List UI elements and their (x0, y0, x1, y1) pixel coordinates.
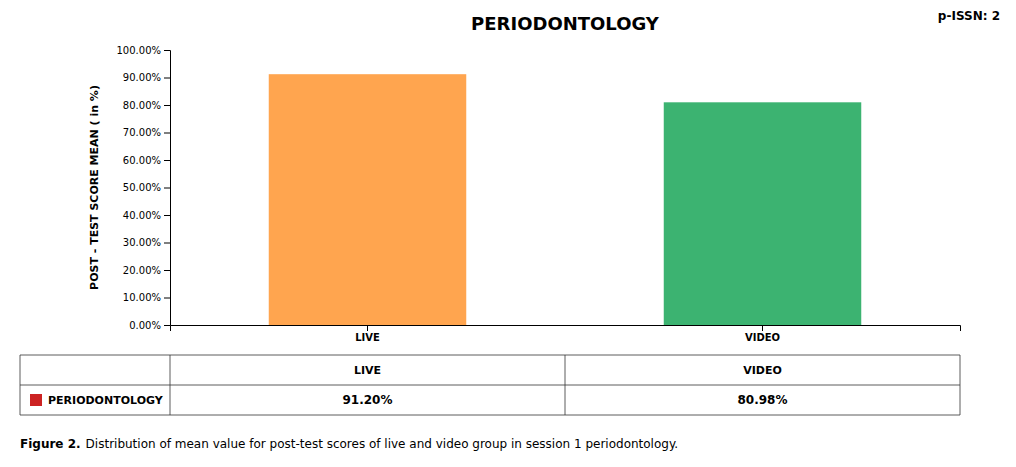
x-tick-mark (367, 325, 368, 331)
chart: 0.00% 10.00% 20.00% 30.00% 40.00% 50.00% 60.00… (0, 0, 1016, 467)
x-axis: LIVE VIDEO (171, 325, 961, 343)
x-tick-mark (762, 325, 763, 331)
y-tick: 10.00% (123, 292, 170, 303)
y-tick: 70.00% (123, 127, 170, 138)
y-tick: 60.00% (123, 155, 170, 166)
y-tick-label: 60.00% (123, 155, 161, 166)
y-tick-label: 30.00% (123, 237, 161, 248)
y-tick-label: 20.00% (123, 265, 161, 276)
table-value: 80.98% (738, 393, 788, 407)
legend-label: PERIODONTOLOGY (48, 394, 164, 407)
table-line (20, 355, 960, 356)
y-tick-mark (164, 270, 170, 271)
x-tick: LIVE (355, 325, 380, 343)
y-tick-mark (164, 133, 170, 134)
data-table: LIVE 91.20% VIDEO 80.98% PERIODONTOLOGY (20, 355, 960, 415)
table-header: VIDEO (743, 364, 782, 377)
table-line (20, 385, 960, 386)
y-tick: 0.00% (129, 320, 170, 331)
table-header: LIVE (354, 364, 381, 377)
y-axis-line (164, 51, 171, 326)
y-tick-mark (164, 105, 170, 106)
y-axis-title: POST - TEST SCORE MEAN ( in %) (88, 85, 101, 290)
caption-text: Distribution of mean value for post-test… (86, 437, 679, 451)
y-tick-label: 90.00% (123, 72, 161, 83)
y-axis: 0.00% 10.00% 20.00% 30.00% 40.00% 50.00% 60.00… (117, 45, 171, 331)
y-tick-label: 50.00% (123, 182, 161, 193)
bar (664, 102, 862, 325)
y-tick: 90.00% (123, 72, 170, 83)
y-tick-mark (164, 160, 170, 161)
y-tick-mark (164, 188, 170, 189)
y-tick: 50.00% (123, 182, 170, 193)
caption: Figure 2. Distribution of mean value for … (20, 437, 678, 451)
y-tick-label: 40.00% (123, 210, 161, 221)
y-tick: 80.00% (123, 100, 170, 111)
x-tick: VIDEO (745, 325, 780, 343)
y-tick-mark (164, 215, 170, 216)
y-tick-label: 10.00% (123, 292, 161, 303)
y-tick-mark (164, 50, 170, 51)
y-tick-mark (164, 78, 170, 79)
y-tick: 20.00% (123, 265, 170, 276)
bar (269, 74, 467, 325)
y-tick-label: 80.00% (123, 100, 161, 111)
y-tick: 100.00% (117, 45, 171, 56)
x-tick-label: VIDEO (745, 332, 780, 343)
bars (269, 74, 862, 325)
title: PERIODONTOLOGY (471, 13, 660, 34)
legend: PERIODONTOLOGY (30, 394, 164, 407)
table-line (20, 415, 960, 416)
note: p-ISSN: 2 (938, 9, 1000, 23)
y-tick-mark (164, 298, 170, 299)
y-tick-label: 70.00% (123, 127, 161, 138)
y-tick-mark (164, 325, 170, 326)
y-tick: 40.00% (123, 210, 170, 221)
x-tick-label: LIVE (355, 332, 380, 343)
y-tick: 30.00% (123, 237, 170, 248)
caption-label: Figure 2. (20, 437, 81, 451)
y-tick-mark (164, 243, 170, 244)
y-tick-label: 100.00% (117, 45, 162, 56)
legend-swatch (30, 394, 42, 406)
y-tick-label: 0.00% (129, 320, 161, 331)
table-value: 91.20% (343, 393, 393, 407)
x-axis-line (171, 326, 961, 332)
